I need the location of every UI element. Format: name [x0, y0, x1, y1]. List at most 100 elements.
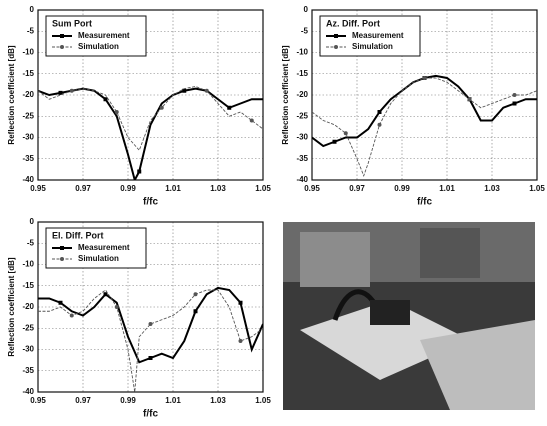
marker: [114, 110, 119, 114]
y-tick-label: -40: [296, 175, 308, 184]
marker: [238, 339, 243, 343]
marker: [512, 101, 517, 106]
x-tick-label: 1.05: [529, 184, 545, 193]
photo-table: [300, 300, 470, 380]
y-tick-label: -25: [296, 111, 308, 120]
x-axis-label: f/fc: [143, 409, 158, 420]
y-tick-label: -15: [22, 281, 34, 290]
marker: [114, 305, 119, 309]
marker: [69, 313, 74, 318]
y-tick-label: -5: [27, 238, 35, 247]
x-tick-label: 0.95: [30, 184, 46, 193]
legend-label: Measurement: [352, 31, 404, 40]
y-tick-label: -35: [22, 154, 34, 163]
photo-equipment: [420, 228, 480, 278]
y-tick-label: -30: [296, 133, 308, 142]
x-tick-label: 0.99: [394, 184, 410, 193]
y-tick-label: 0: [30, 217, 35, 226]
x-tick-label: 1.01: [439, 184, 455, 193]
legend-marker: [60, 257, 64, 261]
y-tick-label: 0: [304, 5, 309, 14]
y-tick-label: -25: [22, 111, 34, 120]
marker: [193, 309, 198, 314]
y-tick-label: -10: [22, 260, 34, 269]
y-tick-label: -5: [301, 26, 309, 35]
x-tick-label: 0.97: [75, 396, 91, 405]
y-tick-label: -25: [22, 323, 34, 332]
photo: [283, 222, 535, 410]
marker: [377, 122, 382, 127]
marker: [58, 90, 63, 95]
marker: [148, 356, 153, 360]
marker: [58, 300, 63, 305]
marker: [182, 88, 187, 93]
marker: [422, 76, 427, 80]
y-tick-label: 0: [30, 5, 35, 14]
y-tick-label: -5: [27, 26, 35, 35]
x-axis-label: f/fc: [143, 197, 158, 208]
y-axis-label: Reflection coefficient [dB]: [281, 45, 290, 144]
x-tick-label: 0.97: [349, 184, 365, 193]
legend-label: Simulation: [352, 42, 393, 51]
legend-marker: [60, 34, 64, 38]
marker: [69, 88, 74, 93]
y-axis-label: Reflection coefficient [dB]: [7, 45, 16, 144]
legend-label: Simulation: [78, 254, 119, 263]
x-tick-label: 0.99: [120, 396, 136, 405]
marker: [204, 88, 209, 93]
marker: [343, 131, 348, 136]
legend-label: Simulation: [78, 42, 119, 51]
y-tick-label: -15: [22, 69, 34, 78]
photo-equipment: [300, 232, 370, 287]
x-tick-label: 1.01: [165, 396, 181, 405]
legend-marker: [60, 45, 64, 49]
marker: [467, 97, 472, 102]
photo-absorber: [420, 320, 535, 410]
y-tick-label: -40: [22, 175, 34, 184]
marker: [332, 139, 337, 144]
y-tick-label: -10: [296, 48, 308, 57]
marker: [103, 97, 108, 102]
x-tick-label: 1.03: [484, 184, 500, 193]
x-tick-label: 1.03: [210, 184, 226, 193]
x-tick-label: 1.03: [210, 396, 226, 405]
series-line: [38, 86, 263, 152]
y-tick-label: -15: [296, 69, 308, 78]
y-tick-label: -30: [22, 345, 34, 354]
marker: [148, 322, 153, 326]
x-tick-label: 0.95: [304, 184, 320, 193]
legend-title: El. Diff. Port: [52, 230, 104, 240]
y-axis-label: Reflection coefficient [dB]: [7, 257, 16, 356]
marker: [377, 110, 382, 114]
marker: [512, 93, 517, 97]
series-line: [38, 289, 263, 392]
y-tick-label: -10: [22, 48, 34, 57]
x-tick-label: 1.01: [165, 184, 181, 193]
plot-frame: [37, 9, 264, 181]
chart: 0 -5 -10 -15 -20 -25 -30 -35 -400.95 0.97 0.99 1.01…: [7, 217, 271, 420]
chart: 0 -5 -10 -15 -20 -25 -30 -35 -400.95 0.97 0.99 1.01…: [7, 5, 271, 208]
y-tick-label: -20: [22, 302, 34, 311]
x-tick-label: 0.99: [120, 184, 136, 193]
legend-label: Measurement: [78, 243, 130, 252]
plot-frame: [37, 221, 264, 393]
y-tick-label: -20: [22, 90, 34, 99]
legend-marker: [334, 34, 338, 38]
x-tick-label: 1.05: [255, 184, 271, 193]
y-tick-label: -20: [296, 90, 308, 99]
legend-marker: [334, 45, 338, 49]
x-tick-label: 0.97: [75, 184, 91, 193]
marker: [159, 105, 164, 110]
x-axis-label: f/fc: [417, 197, 432, 208]
legend-marker: [60, 246, 64, 250]
chart: 0 -5 -10 -15 -20 -25 -30 -35 -400.95 0.97 0.99 1.01…: [281, 5, 545, 208]
marker: [227, 105, 232, 110]
marker: [103, 292, 108, 297]
x-tick-label: 1.05: [255, 396, 271, 405]
marker: [193, 292, 198, 297]
legend-label: Measurement: [78, 31, 130, 40]
series-line: [38, 87, 263, 180]
legend-title: Az. Diff. Port: [326, 18, 380, 28]
series-line: [312, 77, 537, 178]
marker: [137, 169, 142, 174]
